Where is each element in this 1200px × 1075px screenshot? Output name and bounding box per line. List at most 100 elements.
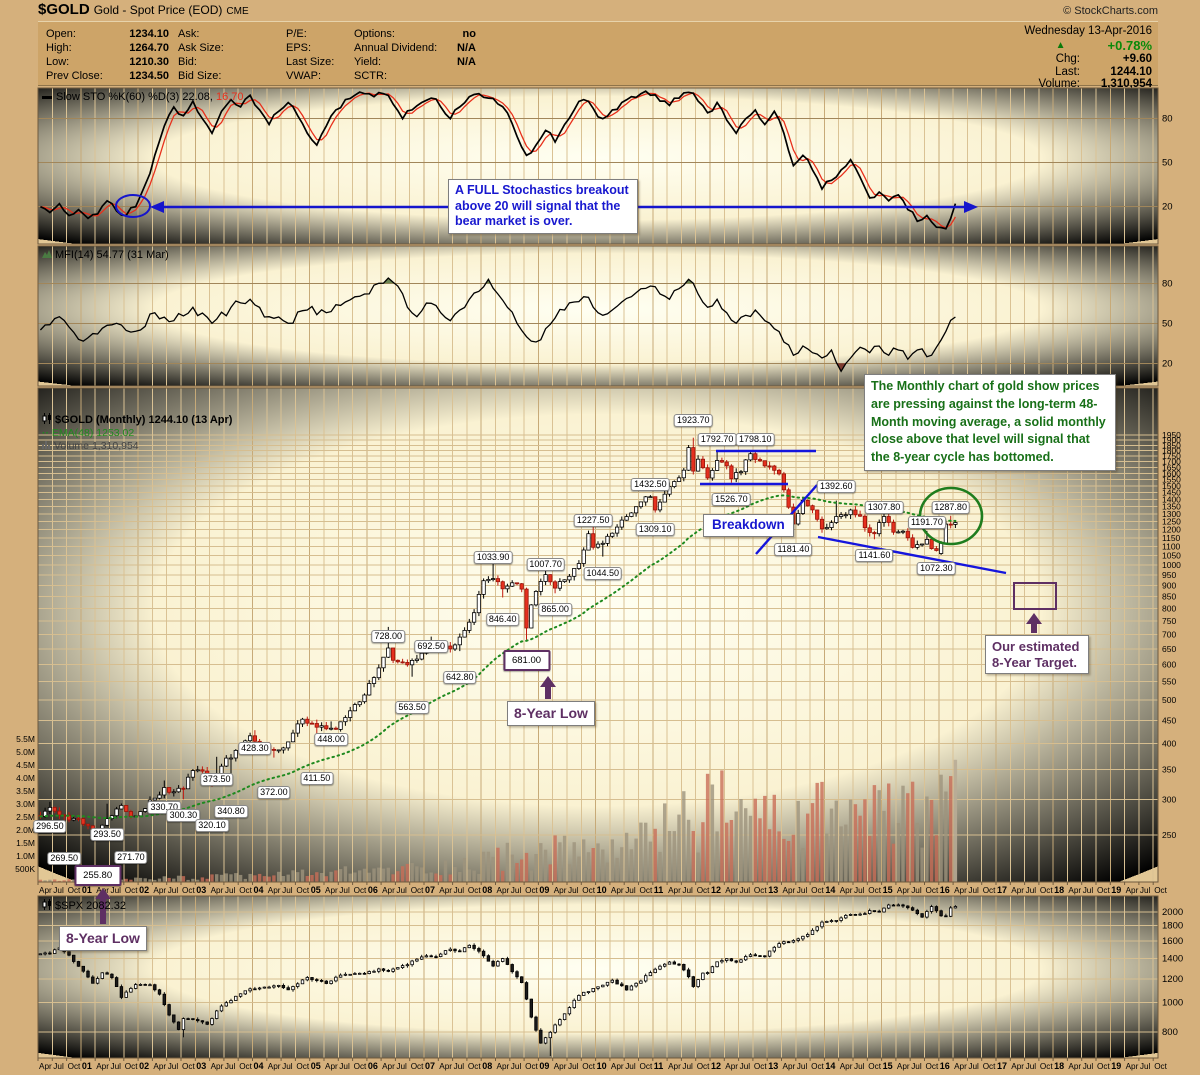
quote-field-label: SCTR: (354, 70, 387, 82)
svg-text:1050: 1050 (1162, 551, 1181, 561)
volume-row: Volume: 1,310,954 (1024, 78, 1152, 91)
quote-field-label: Last Size: (286, 56, 335, 68)
svg-text:10: 10 (597, 885, 607, 895)
svg-text:14: 14 (825, 1061, 835, 1071)
svg-text:20: 20 (1162, 202, 1173, 213)
svg-text:Apr: Apr (439, 1062, 452, 1071)
svg-text:1550: 1550 (1162, 475, 1181, 485)
svg-text:Jul: Jul (1140, 886, 1151, 895)
svg-text:Apr: Apr (211, 1062, 224, 1071)
svg-text:Oct: Oct (525, 1062, 538, 1071)
svg-text:1700: 1700 (1162, 457, 1181, 467)
svg-text:Jul: Jul (339, 886, 350, 895)
quote-field-label: Low: (46, 56, 70, 68)
svg-text:05: 05 (311, 1061, 321, 1071)
svg-text:Apr: Apr (725, 1062, 738, 1071)
svg-text:12: 12 (711, 1061, 721, 1071)
svg-text:Jul: Jul (1140, 1062, 1151, 1071)
svg-text:01: 01 (82, 1061, 92, 1071)
svg-text:Oct: Oct (1040, 1062, 1053, 1071)
svg-text:1800: 1800 (1162, 921, 1183, 932)
quote-field: SCTR: (354, 69, 476, 83)
quote-panel: Open: 1234.10 High: 1264.70 Low: 1210.30 Prev … (38, 21, 1158, 90)
svg-text:Jul: Jul (454, 1062, 465, 1071)
svg-text:750: 750 (1162, 616, 1176, 626)
svg-text:06: 06 (368, 885, 378, 895)
svg-text:1200: 1200 (1162, 525, 1181, 535)
svg-text:1950: 1950 (1162, 430, 1181, 440)
svg-text:Oct: Oct (354, 886, 367, 895)
svg-text:02: 02 (139, 885, 149, 895)
spx-candles (38, 903, 958, 1056)
svg-text:Oct: Oct (525, 886, 538, 895)
svg-text:Apr: Apr (497, 1062, 510, 1071)
svg-text:1150: 1150 (1162, 533, 1181, 543)
svg-text:Oct: Oct (182, 1062, 195, 1071)
svg-text:18: 18 (1054, 885, 1064, 895)
svg-text:Oct: Oct (182, 886, 195, 895)
svg-text:Jul: Jul (1083, 886, 1094, 895)
svg-text:06: 06 (368, 1061, 378, 1071)
svg-text:1200: 1200 (1162, 974, 1183, 985)
svg-text:Jul: Jul (396, 886, 407, 895)
quote-field-label: Open: (46, 28, 76, 40)
svg-text:Oct: Oct (468, 1062, 481, 1071)
svg-text:450: 450 (1162, 716, 1176, 726)
svg-text:600: 600 (1162, 660, 1176, 670)
svg-text:300: 300 (1162, 795, 1176, 805)
svg-text:17: 17 (997, 885, 1007, 895)
svg-text:Apr: Apr (554, 886, 567, 895)
svg-text:Oct: Oct (983, 1062, 996, 1071)
svg-text:800: 800 (1162, 604, 1176, 614)
quote-field-label: Prev Close: (46, 70, 103, 82)
svg-text:1600: 1600 (1162, 469, 1181, 479)
svg-text:2.5M: 2.5M (16, 812, 35, 822)
svg-text:Oct: Oct (296, 1062, 309, 1071)
percent-change-row: ▲ +0.78% (1024, 38, 1152, 53)
quote-field-value: 1264.70 (129, 42, 169, 54)
svg-text:Apr: Apr (39, 886, 52, 895)
svg-text:Oct: Oct (1040, 886, 1053, 895)
svg-text:Jul: Jul (682, 886, 693, 895)
svg-text:Apr: Apr (725, 886, 738, 895)
svg-text:Jul: Jul (511, 886, 522, 895)
svg-text:18: 18 (1054, 1061, 1064, 1071)
svg-text:03: 03 (196, 885, 206, 895)
quote-column: Ask: Ask Size: Bid: Bid Size: (178, 27, 267, 83)
svg-text:Jul: Jul (168, 886, 179, 895)
last-row: Last: 1244.10 (1024, 66, 1152, 79)
svg-text:Oct: Oct (697, 886, 710, 895)
svg-text:Oct: Oct (1154, 886, 1167, 895)
svg-text:Jul: Jul (968, 1062, 979, 1071)
svg-text:1850: 1850 (1162, 440, 1181, 450)
quote-summary: Wednesday 13-Apr-2016 ▲ +0.78% Chg: +9.60 … (1024, 25, 1152, 91)
svg-text:Oct: Oct (868, 1062, 881, 1071)
quote-field-label: Bid: (178, 56, 197, 68)
svg-text:16: 16 (940, 885, 950, 895)
svg-text:12: 12 (711, 885, 721, 895)
svg-text:1000: 1000 (1162, 560, 1181, 570)
svg-text:Oct: Oct (1154, 1062, 1167, 1071)
svg-text:Apr: Apr (954, 1062, 967, 1071)
svg-text:500: 500 (1162, 695, 1176, 705)
quote-field: Ask Size: (178, 41, 267, 55)
svg-text:1400: 1400 (1162, 954, 1183, 965)
quote-column: Open: 1234.10 High: 1264.70 Low: 1210.30 Prev … (46, 27, 169, 83)
quote-field-label: Yield: (354, 56, 382, 68)
svg-text:Oct: Oct (411, 886, 424, 895)
svg-text:Apr: Apr (1126, 886, 1139, 895)
quote-column: P/E: EPS: Last Size: VWAP: (286, 27, 380, 83)
svg-text:07: 07 (425, 885, 435, 895)
quote-field: Bid: (178, 55, 267, 69)
svg-text:Oct: Oct (640, 886, 653, 895)
quote-field: Open: 1234.10 (46, 27, 169, 41)
target-shapes (95, 582, 1057, 924)
change-value: +9.60 (1122, 53, 1152, 65)
quote-field-value: 1234.50 (129, 70, 169, 82)
svg-text:Oct: Oct (239, 886, 252, 895)
svg-text:Jul: Jul (1026, 886, 1037, 895)
svg-text:4.0M: 4.0M (16, 773, 35, 783)
svg-text:01: 01 (82, 885, 92, 895)
svg-text:Jul: Jul (911, 1062, 922, 1071)
